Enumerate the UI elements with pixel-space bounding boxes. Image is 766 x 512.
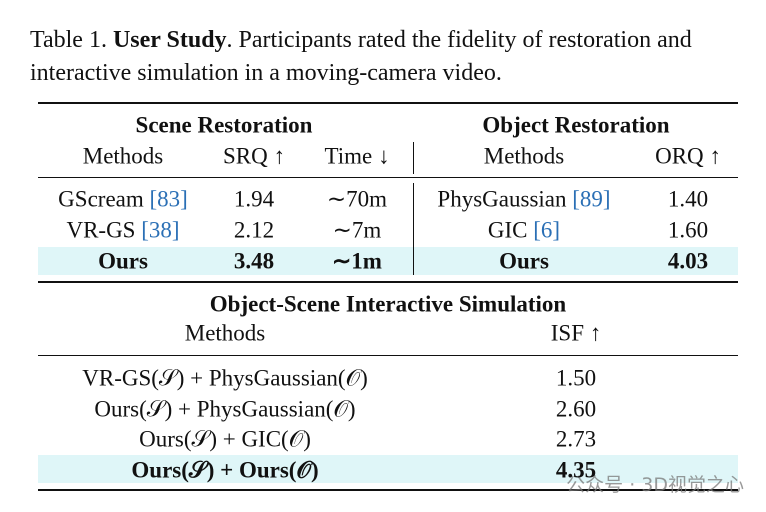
method: Ours [499,250,549,273]
cell: 2.60 [555,396,597,421]
column-header: Methods [184,320,266,346]
method: Ours(𝒮) + GIC(𝒪) [139,426,311,452]
method: GIC [487,217,528,243]
group-title: Object-Scene Interactive Simulation [209,291,567,317]
cell: 1.94 [233,186,275,212]
cell: 1.40 [667,186,709,212]
divider [413,183,414,275]
method: [38] [135,217,180,243]
cell: 1.40 [668,188,708,211]
mid-rule [38,281,738,283]
method: Ours(𝒮) + Ours(𝒪) [131,458,318,481]
method: VR-GS(𝒮) + PhysGaussian(𝒪) [82,367,367,390]
method: Ours(𝒮) + GIC(𝒪) [139,428,311,451]
cell: 3.48 [234,250,274,273]
column-header: Time ↓ [325,145,390,168]
cell: 2.12 [234,219,274,242]
cell: ∼1m [332,250,382,273]
cell: 1.50 [556,367,596,390]
cell: 1.94 [234,188,274,211]
group-title: Object Restoration [482,114,669,137]
cell: 2.73 [556,428,596,451]
cell: ∼7m [333,219,382,242]
group-title: Scene Restoration [136,114,313,137]
method: PhysGaussian [437,186,567,212]
column-header: ORQ ↑ [655,143,721,169]
cell: 4.03 [668,250,708,273]
method: VR-GS [38] [66,219,179,242]
method: GScream [83] [58,188,188,211]
method: [6] [527,217,561,243]
watermark: 公众号 · 3D视觉之心 [566,474,744,496]
column-header: SRQ ↑ [223,145,285,168]
cell: ∼70m [327,188,387,211]
method: Ours(𝒮) + PhysGaussian(𝒪) [94,396,356,421]
column-header: SRQ ↑ [223,143,285,169]
column-header: ISF ↑ [550,320,602,346]
method: VR-GS(𝒮) + PhysGaussian(𝒪) [82,365,368,391]
column-header: Methods [484,145,565,168]
divider [413,142,414,174]
highlight [38,247,738,275]
group-title: Object Restoration [482,112,670,138]
caption-label: Table 1. [30,27,107,53]
cell: ∼70m [326,186,388,212]
column-header: ISF ↑ [551,322,602,345]
group-title: Object-Scene Interactive Simulation [210,293,566,316]
caption: Table 1. User Study. Participants rated … [30,24,750,90]
caption-title: User Study [112,27,227,53]
cell: 4.35 [555,457,597,482]
cell: 2.12 [233,217,275,243]
cell: 1.60 [667,217,709,243]
cell: 1.60 [668,219,708,242]
method: Ours [98,250,148,273]
method: Ours(𝒮) + Ours(𝒪) [131,457,319,482]
column-header: Methods [83,145,164,168]
cell: 1.50 [555,365,597,391]
method: [83] [143,186,188,212]
group-title: Scene Restoration [135,112,313,138]
cell: 3.48 [233,248,275,274]
highlight [38,455,738,483]
column-header: Time ↓ [324,143,390,169]
method: Ours [98,248,148,274]
column-header: Methods [82,143,164,169]
cell: 2.60 [556,397,596,420]
column-header: Methods [185,322,266,345]
method: [89] [566,186,611,212]
method: PhysGaussian [89] [437,188,610,211]
mid-rule [38,355,738,356]
cell: ∼7m [332,217,382,243]
top-rule [38,102,738,104]
method: GIC [6] [488,219,560,242]
method: Ours [499,248,549,274]
caption-text: . Participants rated the fidelity of res… [30,27,692,86]
cell: 2.73 [555,426,597,452]
method: GScream [58,186,144,212]
method: VR-GS [66,217,136,243]
bottom-rule [38,489,738,491]
cell: ∼1m [332,248,382,274]
column-header: ORQ ↑ [655,145,721,168]
cell: 4.35 [556,458,596,481]
method: Ours(𝒮) + PhysGaussian(𝒪) [94,397,355,420]
cell: 4.03 [667,248,709,274]
column-header: Methods [483,143,565,169]
mid-rule [38,177,738,178]
